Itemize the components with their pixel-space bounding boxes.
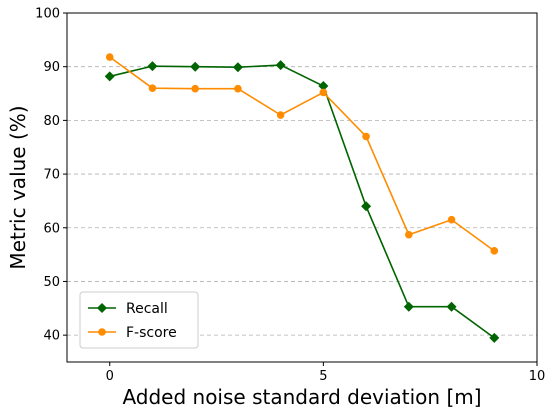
legend-label: Recall <box>126 301 168 317</box>
x-tick-label: 0 <box>106 369 114 384</box>
grid-lines <box>67 12 537 336</box>
f-score-point <box>276 111 285 119</box>
recall-point <box>147 61 158 72</box>
y-tick-label: 50 <box>43 275 60 290</box>
recall-point <box>489 332 500 343</box>
recall-point <box>104 71 115 82</box>
f-score-line <box>109 56 495 252</box>
recall-line <box>109 64 495 339</box>
recall-point <box>318 81 329 92</box>
series-recall <box>104 60 500 343</box>
f-score-point <box>148 84 157 92</box>
f-score-point <box>362 132 370 141</box>
recall-point <box>232 62 243 73</box>
legend-label: F-score <box>126 325 177 341</box>
recall-point <box>403 301 414 312</box>
legend-item-f-score: F-score <box>88 325 177 341</box>
series-layer <box>104 53 500 343</box>
f-score-point <box>105 53 114 61</box>
x-tick-label: 5 <box>319 369 327 384</box>
y-tick-label: 60 <box>43 221 60 236</box>
f-score-point <box>405 230 413 239</box>
recall-point <box>361 201 372 212</box>
y-tick-label: 70 <box>43 168 60 183</box>
legend-marker <box>98 328 106 336</box>
recall-point <box>190 61 201 72</box>
x-tick-label: 10 <box>529 369 546 384</box>
x-axis-label: Added noise standard deviation [m] <box>122 385 481 409</box>
y-axis-label: Metric value (%) <box>6 105 30 269</box>
legend-box <box>79 291 199 349</box>
f-score-point <box>234 84 242 93</box>
f-score-point <box>319 88 328 97</box>
y-tick-label: 100 <box>35 7 60 22</box>
y-tick-label: 80 <box>43 114 60 129</box>
plot-area <box>66 12 538 363</box>
f-score-point <box>447 215 456 224</box>
legend: Recall F-score <box>79 291 199 349</box>
legend-item-recall: Recall <box>88 301 168 317</box>
f-score-point <box>191 84 199 93</box>
legend-marker <box>97 303 107 313</box>
series-f-score <box>105 53 499 255</box>
y-tick-label: 40 <box>43 329 60 344</box>
y-tick-label: 90 <box>43 60 60 75</box>
axis-ticks: 40 50 60 70 80 90 100 0 5 10 <box>35 7 545 385</box>
recall-point <box>275 60 286 71</box>
recall-point <box>446 301 457 312</box>
f-score-point <box>490 247 499 255</box>
